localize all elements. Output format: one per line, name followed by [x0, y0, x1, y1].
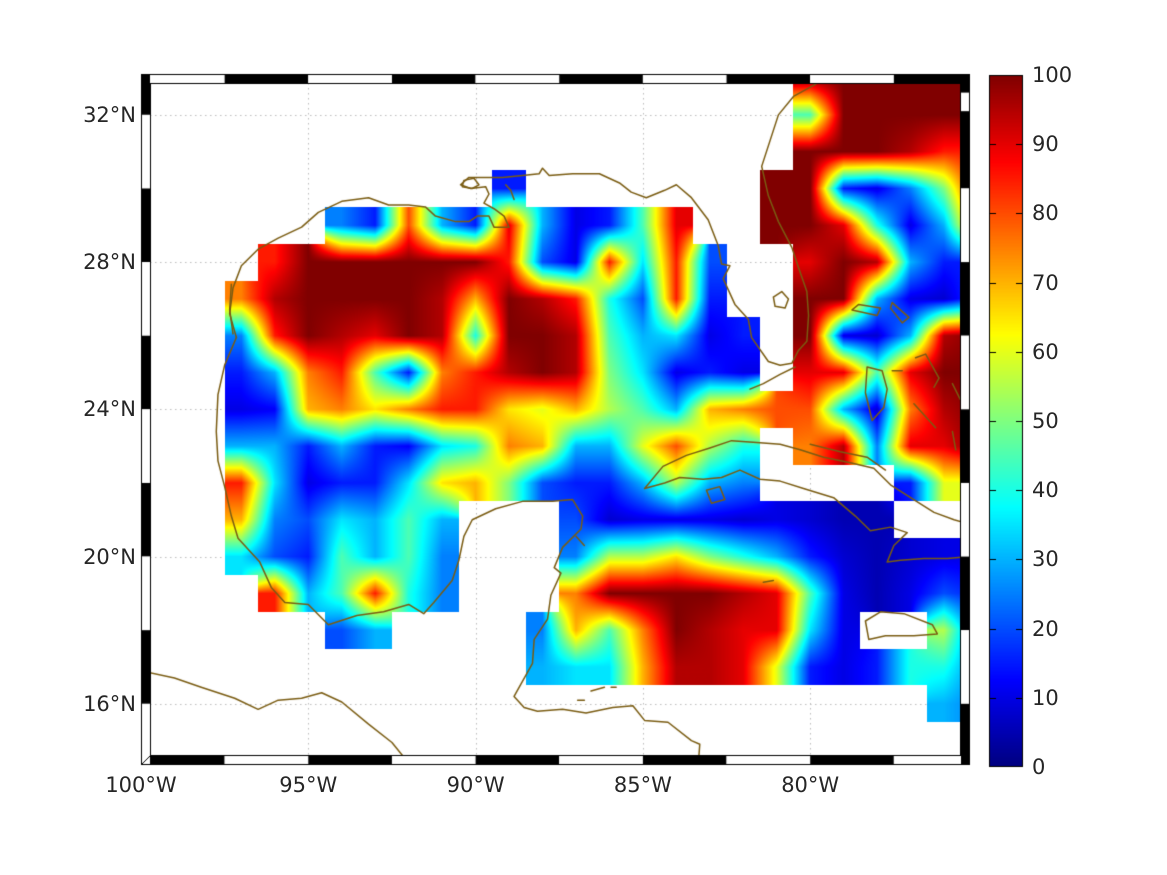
gulf-of-mexico-heatmap-canvas — [0, 0, 1167, 875]
figure: 32°N 28°N 24°N 20°N 16°N 100°W 95°W 90°W 85°W 80… — [0, 0, 1167, 875]
